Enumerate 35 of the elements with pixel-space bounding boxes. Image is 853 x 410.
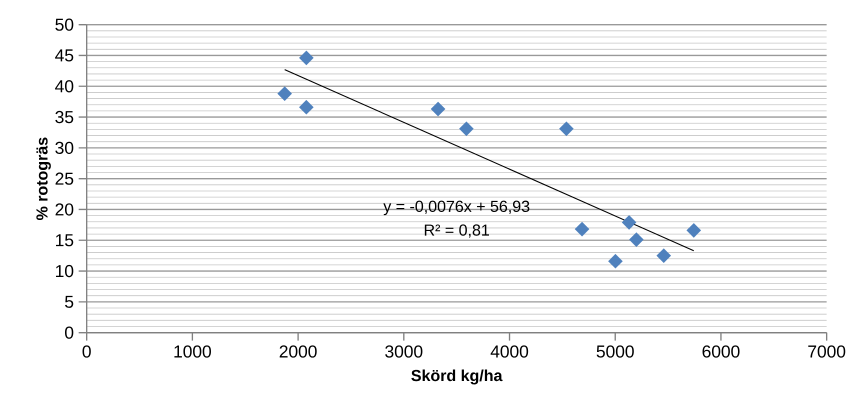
x-tick-label: 4000 [490, 345, 528, 358]
point [277, 86, 292, 101]
y-tick-label: 10 [56, 264, 74, 278]
point [299, 50, 314, 66]
y-tick-label: 35 [55, 110, 74, 124]
x-tick-label: 6000 [702, 345, 740, 358]
y-tick-label: 20 [56, 203, 74, 216]
y-tick-label: 50 [55, 18, 74, 31]
x-tick-label: 5000 [596, 345, 634, 358]
y-tick-label: 45 [55, 49, 74, 62]
y-tick-label: 0 [65, 326, 74, 339]
point [459, 122, 474, 136]
point [629, 232, 644, 247]
x-tick-label: 1000 [174, 345, 211, 358]
point [574, 222, 590, 236]
y-tick-label: 15 [56, 234, 74, 246]
x-tick-label: 7000 [808, 345, 846, 358]
point [686, 223, 701, 238]
x-axis-title: Skörd kg/ha [411, 369, 503, 384]
x-tick-label: 2000 [280, 345, 317, 358]
y-tick-label: 40 [55, 80, 74, 92]
point [559, 122, 574, 136]
point [299, 100, 314, 114]
point [656, 248, 671, 263]
y-axis-title: % rotogräs [36, 138, 51, 220]
x-tick-label: 3000 [385, 345, 422, 358]
y-tick-label: 5 [65, 296, 74, 308]
point [622, 215, 636, 230]
x-tick-label: 0 [82, 345, 91, 358]
point [608, 254, 623, 268]
annotation: y = -0,0076x + 56,93 [383, 200, 530, 216]
point [430, 102, 446, 116]
y-tick-label: 30 [55, 142, 74, 154]
y-tick-label: 25 [56, 172, 74, 185]
annotation: R² = 0,81 [424, 224, 489, 238]
